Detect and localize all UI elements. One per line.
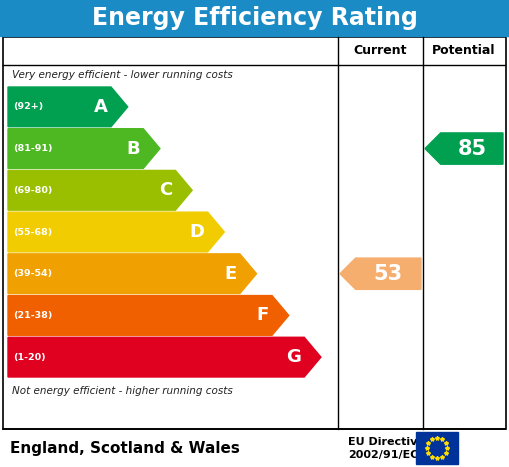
Text: G: G [287, 348, 301, 366]
Text: (21-38): (21-38) [13, 311, 52, 320]
Text: (69-80): (69-80) [13, 186, 52, 195]
Polygon shape [8, 170, 192, 210]
Polygon shape [8, 129, 160, 169]
Text: Potential: Potential [432, 44, 496, 57]
Text: (1-20): (1-20) [13, 353, 46, 361]
Text: B: B [127, 140, 140, 157]
Text: Not energy efficient - higher running costs: Not energy efficient - higher running co… [12, 386, 233, 396]
Text: Current: Current [354, 44, 407, 57]
Text: 53: 53 [374, 264, 403, 284]
Bar [416, 432, 458, 464]
Text: (39-54): (39-54) [13, 269, 52, 278]
Text: England, Scotland & Wales: England, Scotland & Wales [10, 440, 240, 455]
Text: C: C [159, 181, 173, 199]
Text: A: A [94, 98, 108, 116]
Bar [0, 0, 509, 36]
Text: F: F [257, 306, 269, 325]
Bar [3, 37, 506, 429]
Text: (81-91): (81-91) [13, 144, 52, 153]
Polygon shape [8, 254, 257, 294]
Polygon shape [340, 258, 421, 290]
Text: (92+): (92+) [13, 102, 43, 111]
Polygon shape [8, 337, 321, 377]
Polygon shape [8, 212, 224, 252]
Polygon shape [8, 296, 289, 335]
Text: 2002/91/EC: 2002/91/EC [348, 450, 418, 460]
Polygon shape [8, 87, 128, 127]
Text: E: E [224, 265, 237, 283]
Text: Energy Efficiency Rating: Energy Efficiency Rating [92, 6, 417, 30]
Text: D: D [190, 223, 205, 241]
Text: (55-68): (55-68) [13, 227, 52, 236]
Text: 85: 85 [457, 139, 487, 159]
Polygon shape [425, 133, 503, 164]
Text: EU Directive: EU Directive [348, 437, 425, 447]
Text: Very energy efficient - lower running costs: Very energy efficient - lower running co… [12, 70, 233, 80]
